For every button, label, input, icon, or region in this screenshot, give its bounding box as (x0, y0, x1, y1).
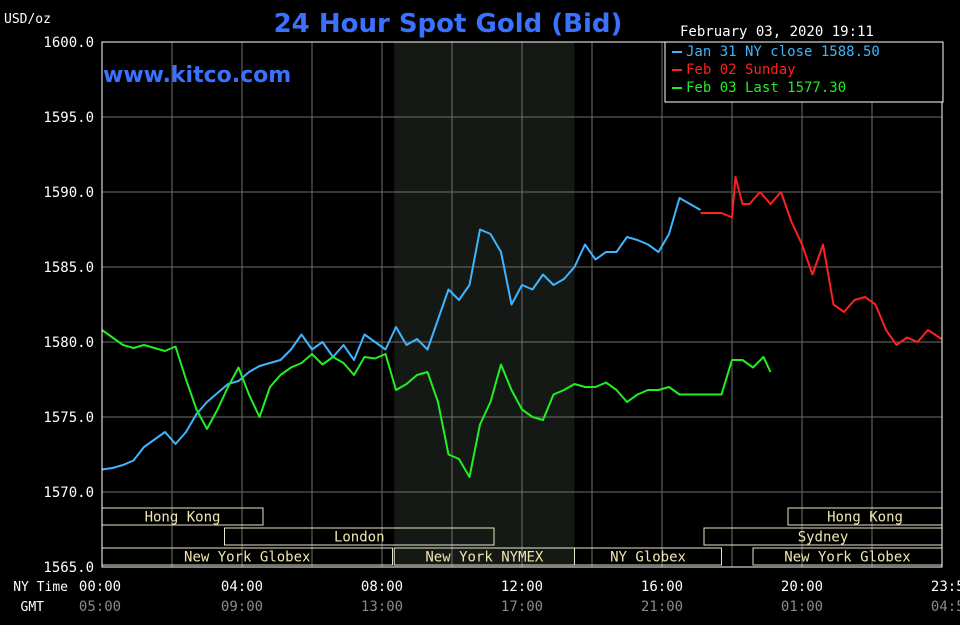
session-label: New York Globex (184, 550, 310, 566)
y-tick-label: 1600.0 (43, 35, 94, 51)
y-tick-label: 1585.0 (43, 260, 94, 276)
x-tick-label-gmt: 21:00 (641, 599, 683, 615)
x-axis-ticks: 00:00 05:00 04:00 09:00 08:00 13:00 12:00 17:00… (79, 579, 960, 615)
y-tick-label: 1565.0 (43, 560, 94, 576)
y-axis-label: USD/oz (4, 12, 51, 27)
x-tick-label-ny: 12:00 (501, 579, 543, 595)
session-label: Sydney (798, 530, 849, 546)
price-series (101, 176, 943, 478)
legend-label: Jan 31 NY close 1588.50 (686, 44, 880, 60)
chart-legend: Jan 31 NY close 1588.50 Feb 02 Sunday Feb … (664, 41, 944, 103)
session-label: New York Globex (784, 550, 910, 566)
plot-frame (101, 41, 943, 568)
y-tick-label: 1575.0 (43, 410, 94, 426)
session-box (574, 547, 722, 566)
x-tick-label-gmt: 09:00 (221, 599, 263, 615)
x-tick-label-gmt: 17:00 (501, 599, 543, 615)
x-tick-label-ny: 08:00 (361, 579, 403, 595)
session-label: New York NYMEX (425, 550, 544, 566)
y-tick-label: 1570.0 (43, 485, 94, 501)
nymex-shaded-region (394, 42, 575, 567)
chart-title: 24 Hour Spot Gold (Bid) (274, 9, 623, 39)
legend-box (664, 41, 944, 103)
x-tick-label-ny: 20:00 (781, 579, 823, 595)
session-box (224, 527, 495, 546)
legend-label: Feb 03 Last 1577.30 (686, 80, 846, 96)
session-label: London (334, 530, 385, 546)
x-tick-label-ny: 00:00 (79, 579, 121, 595)
gmt-row-label: GMT (21, 600, 45, 615)
y-tick-label: 1590.0 (43, 185, 94, 201)
price-line (101, 197, 701, 471)
session-label: Hong Kong (145, 510, 221, 526)
market-sessions: Hong Kong London New York Globex New York N… (101, 507, 943, 566)
chart-timestamp: February 03, 2020 19:11 (680, 24, 874, 40)
x-tick-label-gmt: 01:00 (781, 599, 823, 615)
ny-time-row-label: NY Time (13, 580, 68, 595)
x-tick-label-ny: 23:59 (931, 579, 960, 595)
legend-label: Feb 02 Sunday (686, 62, 796, 78)
session-label: NY Globex (610, 550, 686, 566)
website-label: www.kitco.com (103, 63, 291, 88)
y-tick-label: 1595.0 (43, 110, 94, 126)
price-line (101, 329, 772, 478)
x-tick-label-gmt: 05:00 (79, 599, 121, 615)
price-line (700, 176, 943, 346)
x-tick-label-gmt: 04:59 (931, 599, 960, 615)
y-axis-ticks: 1600.0 1595.0 1590.0 1585.0 1580.0 1575.0 1570… (43, 35, 94, 576)
x-tick-label-ny: 16:00 (641, 579, 683, 595)
y-tick-label: 1580.0 (43, 335, 94, 351)
x-tick-label-gmt: 13:00 (361, 599, 403, 615)
x-tick-label-ny: 04:00 (221, 579, 263, 595)
session-label: Hong Kong (827, 510, 903, 526)
